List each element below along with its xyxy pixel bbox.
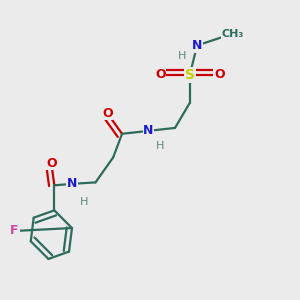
Text: N: N	[143, 124, 154, 137]
Text: CH₃: CH₃	[221, 29, 244, 39]
Text: O: O	[214, 68, 224, 81]
Text: O: O	[102, 107, 112, 120]
Text: S: S	[185, 68, 195, 82]
Text: H: H	[80, 196, 88, 206]
Text: O: O	[46, 157, 57, 170]
Text: H: H	[156, 141, 164, 151]
Text: F: F	[10, 224, 19, 238]
Text: N: N	[192, 39, 202, 52]
Text: H: H	[178, 51, 187, 61]
Text: N: N	[67, 177, 77, 190]
Text: O: O	[155, 68, 166, 81]
